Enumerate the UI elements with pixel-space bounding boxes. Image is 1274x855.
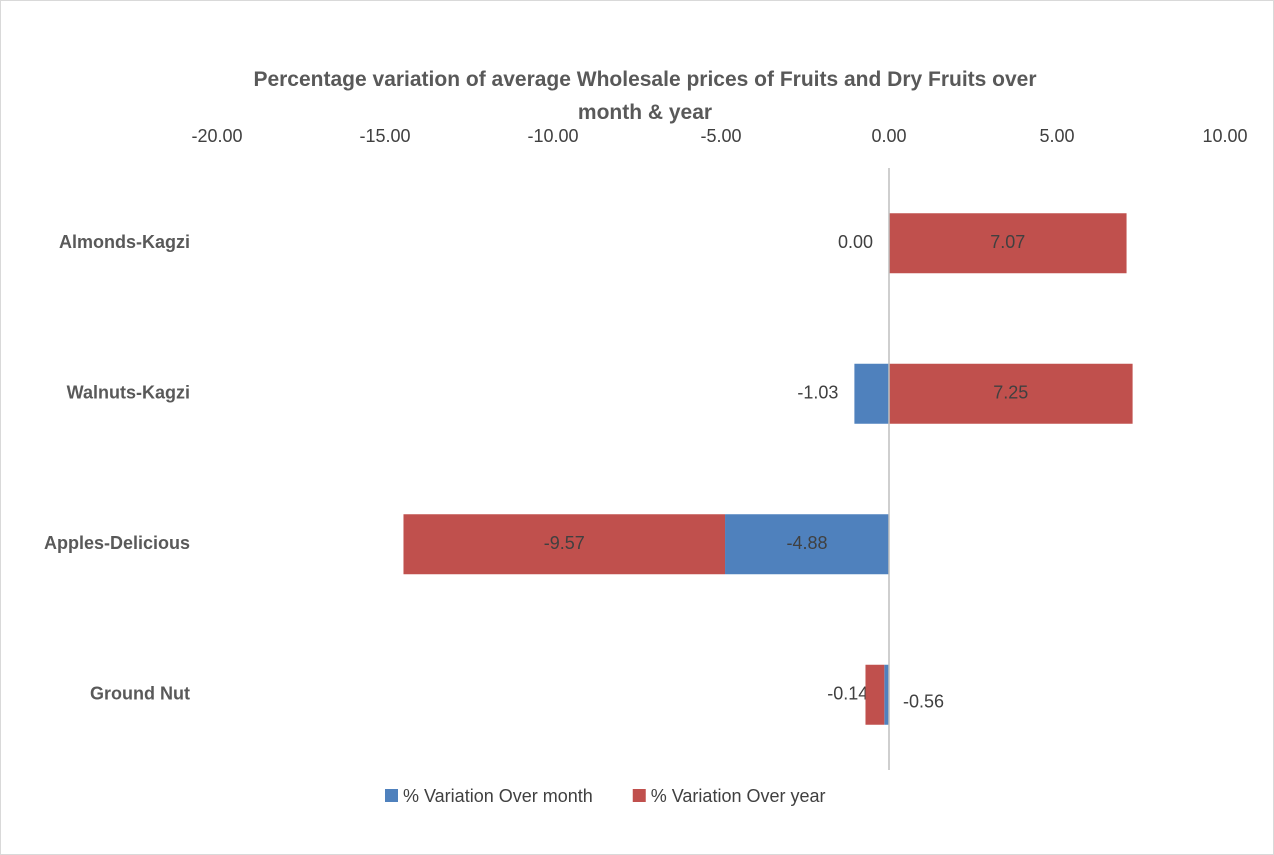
x-tick-label: -5.00	[700, 126, 741, 146]
bar	[865, 664, 885, 725]
data-label: -4.88	[787, 533, 828, 553]
x-tick-label: -20.00	[191, 126, 242, 146]
y-tick-label: Ground Nut	[90, 684, 190, 704]
bar	[884, 664, 889, 725]
legend-swatch	[385, 789, 398, 802]
data-label: 0.00	[838, 232, 873, 252]
bar	[854, 363, 889, 424]
y-tick-label: Almonds-Kagzi	[59, 232, 190, 252]
bar	[403, 514, 726, 575]
data-label: -9.57	[544, 533, 585, 553]
data-label: -0.56	[903, 692, 944, 712]
bar	[889, 213, 1127, 274]
x-tick-label: 0.00	[871, 126, 906, 146]
x-tick-label: -10.00	[527, 126, 578, 146]
data-label: -1.03	[797, 383, 838, 403]
data-label: 7.07	[990, 232, 1025, 252]
data-label: 7.25	[993, 383, 1028, 403]
y-tick-label: Apples-Delicious	[44, 533, 190, 553]
x-tick-label: 10.00	[1202, 126, 1247, 146]
chart-title: Percentage variation of average Wholesal…	[253, 68, 1036, 124]
y-tick-label: Walnuts-Kagzi	[67, 383, 190, 403]
x-tick-label: -15.00	[359, 126, 410, 146]
bar	[725, 514, 889, 575]
legend-swatch	[632, 789, 646, 802]
bar	[889, 363, 1133, 424]
legend-label: % Variation Over month	[403, 786, 593, 806]
x-tick-label: 5.00	[1039, 126, 1074, 146]
data-label: -0.14	[827, 684, 868, 704]
legend-label: % Variation Over year	[651, 786, 826, 806]
